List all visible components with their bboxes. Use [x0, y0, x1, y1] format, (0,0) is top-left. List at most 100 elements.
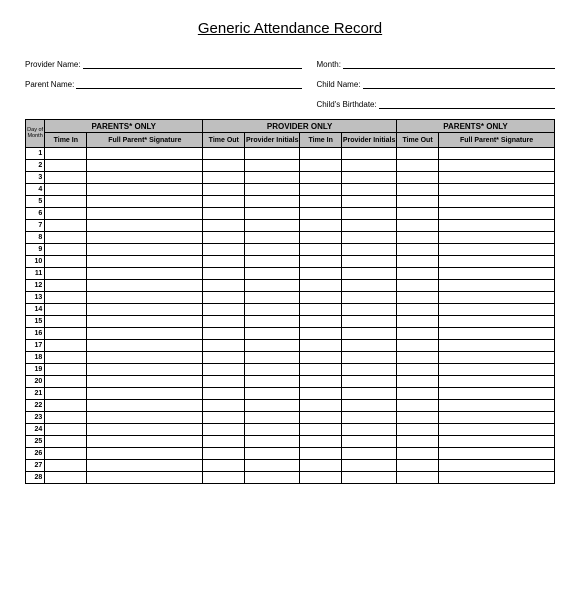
data-cell[interactable]: [397, 352, 439, 364]
data-cell[interactable]: [203, 472, 245, 484]
data-cell[interactable]: [300, 412, 342, 424]
data-cell[interactable]: [300, 292, 342, 304]
data-cell[interactable]: [245, 244, 300, 256]
data-cell[interactable]: [439, 472, 555, 484]
data-cell[interactable]: [245, 424, 300, 436]
data-cell[interactable]: [45, 256, 87, 268]
data-cell[interactable]: [87, 316, 203, 328]
data-cell[interactable]: [203, 388, 245, 400]
data-cell[interactable]: [439, 232, 555, 244]
data-cell[interactable]: [245, 256, 300, 268]
data-cell[interactable]: [45, 388, 87, 400]
data-cell[interactable]: [203, 328, 245, 340]
data-cell[interactable]: [342, 412, 397, 424]
data-cell[interactable]: [397, 244, 439, 256]
data-cell[interactable]: [342, 316, 397, 328]
data-cell[interactable]: [300, 352, 342, 364]
data-cell[interactable]: [87, 280, 203, 292]
data-cell[interactable]: [87, 292, 203, 304]
data-cell[interactable]: [203, 232, 245, 244]
data-cell[interactable]: [397, 232, 439, 244]
data-cell[interactable]: [439, 448, 555, 460]
data-cell[interactable]: [245, 196, 300, 208]
data-cell[interactable]: [300, 172, 342, 184]
data-cell[interactable]: [300, 196, 342, 208]
data-cell[interactable]: [203, 448, 245, 460]
data-cell[interactable]: [245, 304, 300, 316]
data-cell[interactable]: [300, 436, 342, 448]
data-cell[interactable]: [397, 184, 439, 196]
data-cell[interactable]: [203, 160, 245, 172]
data-cell[interactable]: [87, 472, 203, 484]
data-cell[interactable]: [245, 148, 300, 160]
data-cell[interactable]: [397, 460, 439, 472]
data-cell[interactable]: [342, 304, 397, 316]
data-cell[interactable]: [245, 352, 300, 364]
data-cell[interactable]: [245, 412, 300, 424]
data-cell[interactable]: [300, 220, 342, 232]
data-cell[interactable]: [397, 412, 439, 424]
data-cell[interactable]: [300, 316, 342, 328]
data-cell[interactable]: [203, 340, 245, 352]
data-cell[interactable]: [203, 268, 245, 280]
data-cell[interactable]: [439, 196, 555, 208]
data-cell[interactable]: [300, 160, 342, 172]
data-cell[interactable]: [45, 472, 87, 484]
data-cell[interactable]: [245, 208, 300, 220]
data-cell[interactable]: [300, 364, 342, 376]
provider-line[interactable]: [83, 59, 302, 69]
data-cell[interactable]: [300, 244, 342, 256]
data-cell[interactable]: [397, 364, 439, 376]
data-cell[interactable]: [342, 160, 397, 172]
data-cell[interactable]: [245, 268, 300, 280]
data-cell[interactable]: [245, 448, 300, 460]
data-cell[interactable]: [397, 220, 439, 232]
data-cell[interactable]: [203, 376, 245, 388]
data-cell[interactable]: [439, 328, 555, 340]
data-cell[interactable]: [87, 376, 203, 388]
data-cell[interactable]: [87, 364, 203, 376]
data-cell[interactable]: [342, 232, 397, 244]
data-cell[interactable]: [245, 184, 300, 196]
data-cell[interactable]: [203, 256, 245, 268]
data-cell[interactable]: [342, 184, 397, 196]
data-cell[interactable]: [300, 208, 342, 220]
data-cell[interactable]: [87, 244, 203, 256]
data-cell[interactable]: [300, 460, 342, 472]
data-cell[interactable]: [203, 436, 245, 448]
data-cell[interactable]: [397, 400, 439, 412]
data-cell[interactable]: [203, 352, 245, 364]
data-cell[interactable]: [439, 352, 555, 364]
data-cell[interactable]: [397, 388, 439, 400]
data-cell[interactable]: [45, 424, 87, 436]
data-cell[interactable]: [245, 232, 300, 244]
data-cell[interactable]: [342, 256, 397, 268]
data-cell[interactable]: [342, 268, 397, 280]
data-cell[interactable]: [203, 292, 245, 304]
data-cell[interactable]: [87, 208, 203, 220]
data-cell[interactable]: [45, 292, 87, 304]
data-cell[interactable]: [300, 400, 342, 412]
data-cell[interactable]: [203, 412, 245, 424]
data-cell[interactable]: [45, 232, 87, 244]
data-cell[interactable]: [300, 340, 342, 352]
data-cell[interactable]: [439, 460, 555, 472]
data-cell[interactable]: [439, 316, 555, 328]
data-cell[interactable]: [397, 436, 439, 448]
data-cell[interactable]: [397, 448, 439, 460]
data-cell[interactable]: [342, 472, 397, 484]
data-cell[interactable]: [300, 256, 342, 268]
data-cell[interactable]: [45, 364, 87, 376]
data-cell[interactable]: [203, 424, 245, 436]
data-cell[interactable]: [203, 148, 245, 160]
data-cell[interactable]: [245, 436, 300, 448]
data-cell[interactable]: [397, 340, 439, 352]
data-cell[interactable]: [342, 220, 397, 232]
data-cell[interactable]: [342, 424, 397, 436]
data-cell[interactable]: [439, 424, 555, 436]
data-cell[interactable]: [439, 220, 555, 232]
data-cell[interactable]: [45, 196, 87, 208]
data-cell[interactable]: [87, 256, 203, 268]
data-cell[interactable]: [439, 208, 555, 220]
data-cell[interactable]: [245, 292, 300, 304]
